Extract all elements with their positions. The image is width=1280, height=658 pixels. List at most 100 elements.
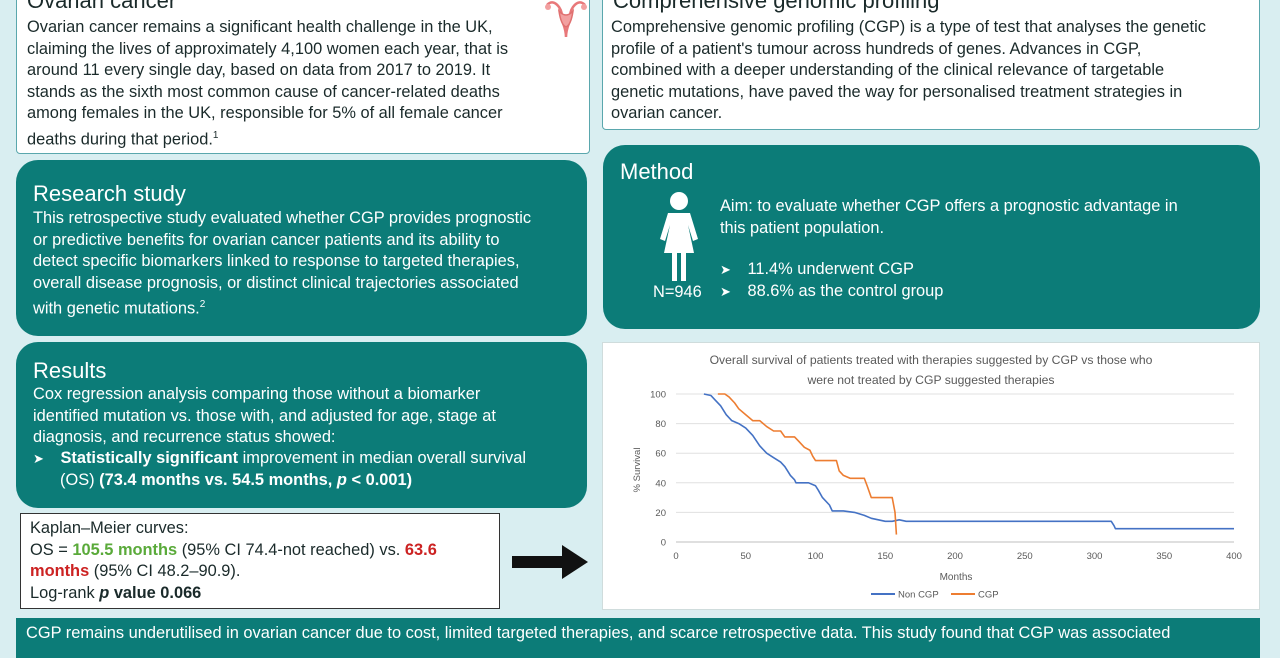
survival-chart: Overall survival of patients treated wit… xyxy=(632,353,1242,601)
x-axis-label: Months xyxy=(940,572,973,583)
km-text-part: Log-rank xyxy=(30,583,100,602)
text-line: deaths during that period.1 xyxy=(27,125,583,151)
text-line: Ovarian cancer remains a significant hea… xyxy=(27,18,493,36)
text-line: claiming the lives of approximately 4,10… xyxy=(27,39,509,58)
text-line: stands as the sixth most common cause of… xyxy=(27,82,500,101)
km-text-part: (95% CI 74.4-not reached) vs. xyxy=(177,540,405,559)
x-axis-ticks: 0 50 100 150 200 250 300 350 400 xyxy=(673,551,1242,562)
y-axis-label: % Survival xyxy=(632,448,643,493)
chart-title: were not treated by CGP suggested therap… xyxy=(806,373,1054,387)
text-line: overall disease prognosis, or distinct c… xyxy=(33,273,519,292)
research-study-text: This retrospective study evaluated wheth… xyxy=(33,208,583,320)
legend-label: Non CGP xyxy=(898,590,939,601)
results-text-bold: (73.4 months vs. 54.5 months, xyxy=(99,471,337,489)
results-text-part: (OS) xyxy=(60,471,100,489)
conclusion-banner: CGP remains underutilised in ovarian can… xyxy=(16,618,1260,658)
text-line: Comprehensive genomic profiling (CGP) is… xyxy=(611,18,1206,36)
results-panel: Results Cox regression analysis comparin… xyxy=(16,342,587,508)
uterus-icon xyxy=(545,1,587,38)
text-line-part: deaths during that period. xyxy=(27,129,213,148)
x-tick-label: 200 xyxy=(947,551,963,562)
chart-series xyxy=(703,393,1234,535)
x-tick-label: 0 xyxy=(673,551,678,562)
p-symbol: p xyxy=(336,471,347,489)
text-line: ovarian cancer. xyxy=(611,104,723,122)
x-tick-label: 250 xyxy=(1017,551,1033,562)
p-symbol: p xyxy=(99,583,110,602)
x-tick-label: 400 xyxy=(1226,551,1242,562)
x-tick-label: 300 xyxy=(1087,551,1103,562)
km-line: Log-rank p value 0.066 xyxy=(30,583,494,605)
reference-mark: 1 xyxy=(212,129,219,141)
km-line: OS = 105.5 months (95% CI 74.4-not reach… xyxy=(30,540,494,562)
y-tick-label: 60 xyxy=(655,449,666,460)
y-tick-label: 0 xyxy=(661,538,666,549)
km-heading: Kaplan–Meier curves: xyxy=(30,519,189,537)
woman-icon xyxy=(660,192,698,281)
method-bullet: ➤ 11.4% underwent CGP xyxy=(720,259,914,281)
x-tick-label: 50 xyxy=(740,551,751,562)
cgp-text: Comprehensive genomic profiling (CGP) is… xyxy=(611,17,1257,125)
text-line: among females in the UK, responsible for… xyxy=(27,104,503,122)
chart-title: Overall survival of patients treated wit… xyxy=(710,353,1153,367)
method-panel: Method N=946 Aim: to evaluate whether CG… xyxy=(603,145,1260,329)
non-cgp-os-value: 63.6 xyxy=(404,540,437,559)
x-tick-label: 150 xyxy=(877,551,893,562)
method-bullet-text: 11.4% underwent CGP xyxy=(747,260,914,278)
text-line: detect specific biomarkers linked to res… xyxy=(33,252,520,270)
ovarian-cancer-title: Ovarian cancer xyxy=(27,0,177,13)
text-line: diagnosis, and recurrence status showed: xyxy=(33,428,336,446)
results-bullet-text: improvement in median overall survival xyxy=(238,449,526,467)
text-line: profile of a patient's tumour across hun… xyxy=(611,39,1142,58)
cgp-panel: Comprehensive genomic profiling Comprehe… xyxy=(602,0,1260,130)
ovarian-cancer-panel: Ovarian cancer Ovarian cancer remains a … xyxy=(16,0,590,154)
x-tick-label: 350 xyxy=(1156,551,1172,562)
research-study-title: Research study xyxy=(33,181,186,206)
text-line: Aim: to evaluate whether CGP offers a pr… xyxy=(720,197,1178,215)
ovarian-cancer-text: Ovarian cancer remains a significant hea… xyxy=(27,17,583,150)
chart-grid xyxy=(676,393,1234,543)
text-line: with genetic mutations.2 xyxy=(33,294,583,320)
y-tick-label: 20 xyxy=(655,508,666,519)
right-arrow-icon xyxy=(512,545,588,579)
logrank-value: value 0.066 xyxy=(109,583,202,602)
results-title: Results xyxy=(33,358,107,383)
series-line-cgp xyxy=(717,393,898,535)
non-cgp-os-unit: months xyxy=(30,562,90,580)
conclusion-text: CGP remains underutilised in ovarian can… xyxy=(26,624,1171,642)
text-line: combined with a deeper understanding of … xyxy=(611,61,1165,79)
chart-legend: Non CGP CGP xyxy=(871,590,999,601)
text-line-part: with genetic mutations. xyxy=(33,299,200,318)
x-tick-label: 100 xyxy=(808,551,824,562)
sample-size-label: N=946 xyxy=(653,283,702,301)
survival-chart-panel: Overall survival of patients treated wit… xyxy=(602,342,1260,610)
y-tick-label: 80 xyxy=(655,419,666,430)
km-text-part: OS = xyxy=(30,540,73,559)
series-line-non-cgp xyxy=(703,393,1234,530)
km-line: months (95% CI 48.2–90.9). xyxy=(30,561,494,583)
arrowhead-bullet-icon: ➤ xyxy=(33,451,44,466)
legend-label: CGP xyxy=(978,590,999,601)
arrowhead-bullet-icon: ➤ xyxy=(720,284,731,299)
results-text: Cox regression analysis comparing those … xyxy=(33,384,583,449)
results-bullet-line2: (OS) (73.4 months vs. 54.5 months, p < 0… xyxy=(60,470,412,492)
method-aim: Aim: to evaluate whether CGP offers a pr… xyxy=(720,196,1240,239)
results-text-bold: < 0.001) xyxy=(346,471,413,489)
reference-mark: 2 xyxy=(199,299,206,310)
method-bullet: ➤ 88.6% as the control group xyxy=(720,281,943,303)
text-line: Cox regression analysis comparing those … xyxy=(33,385,481,403)
method-bullet-text: 88.6% as the control group xyxy=(747,282,944,300)
y-axis-ticks: 0 20 40 60 80 100 xyxy=(650,390,666,549)
method-title: Method xyxy=(620,159,694,184)
kaplan-meier-text: Kaplan–Meier curves: OS = 105.5 months (… xyxy=(30,518,494,604)
y-tick-label: 100 xyxy=(650,390,666,401)
results-bullet: ➤ Statistically significant improvement … xyxy=(33,448,583,470)
text-line: or predictive benefits for ovarian cance… xyxy=(33,230,500,249)
km-text-part: (95% CI 48.2–90.9). xyxy=(89,562,241,580)
results-bullet-bold: Statistically significant xyxy=(60,449,239,467)
y-tick-label: 40 xyxy=(655,478,666,489)
text-line: genetic mutations, have paved the way fo… xyxy=(611,82,1183,101)
research-study-panel: Research study This retrospective study … xyxy=(16,160,587,336)
kaplan-meier-panel: Kaplan–Meier curves: OS = 105.5 months (… xyxy=(20,513,500,609)
arrowhead-bullet-icon: ➤ xyxy=(720,262,731,277)
